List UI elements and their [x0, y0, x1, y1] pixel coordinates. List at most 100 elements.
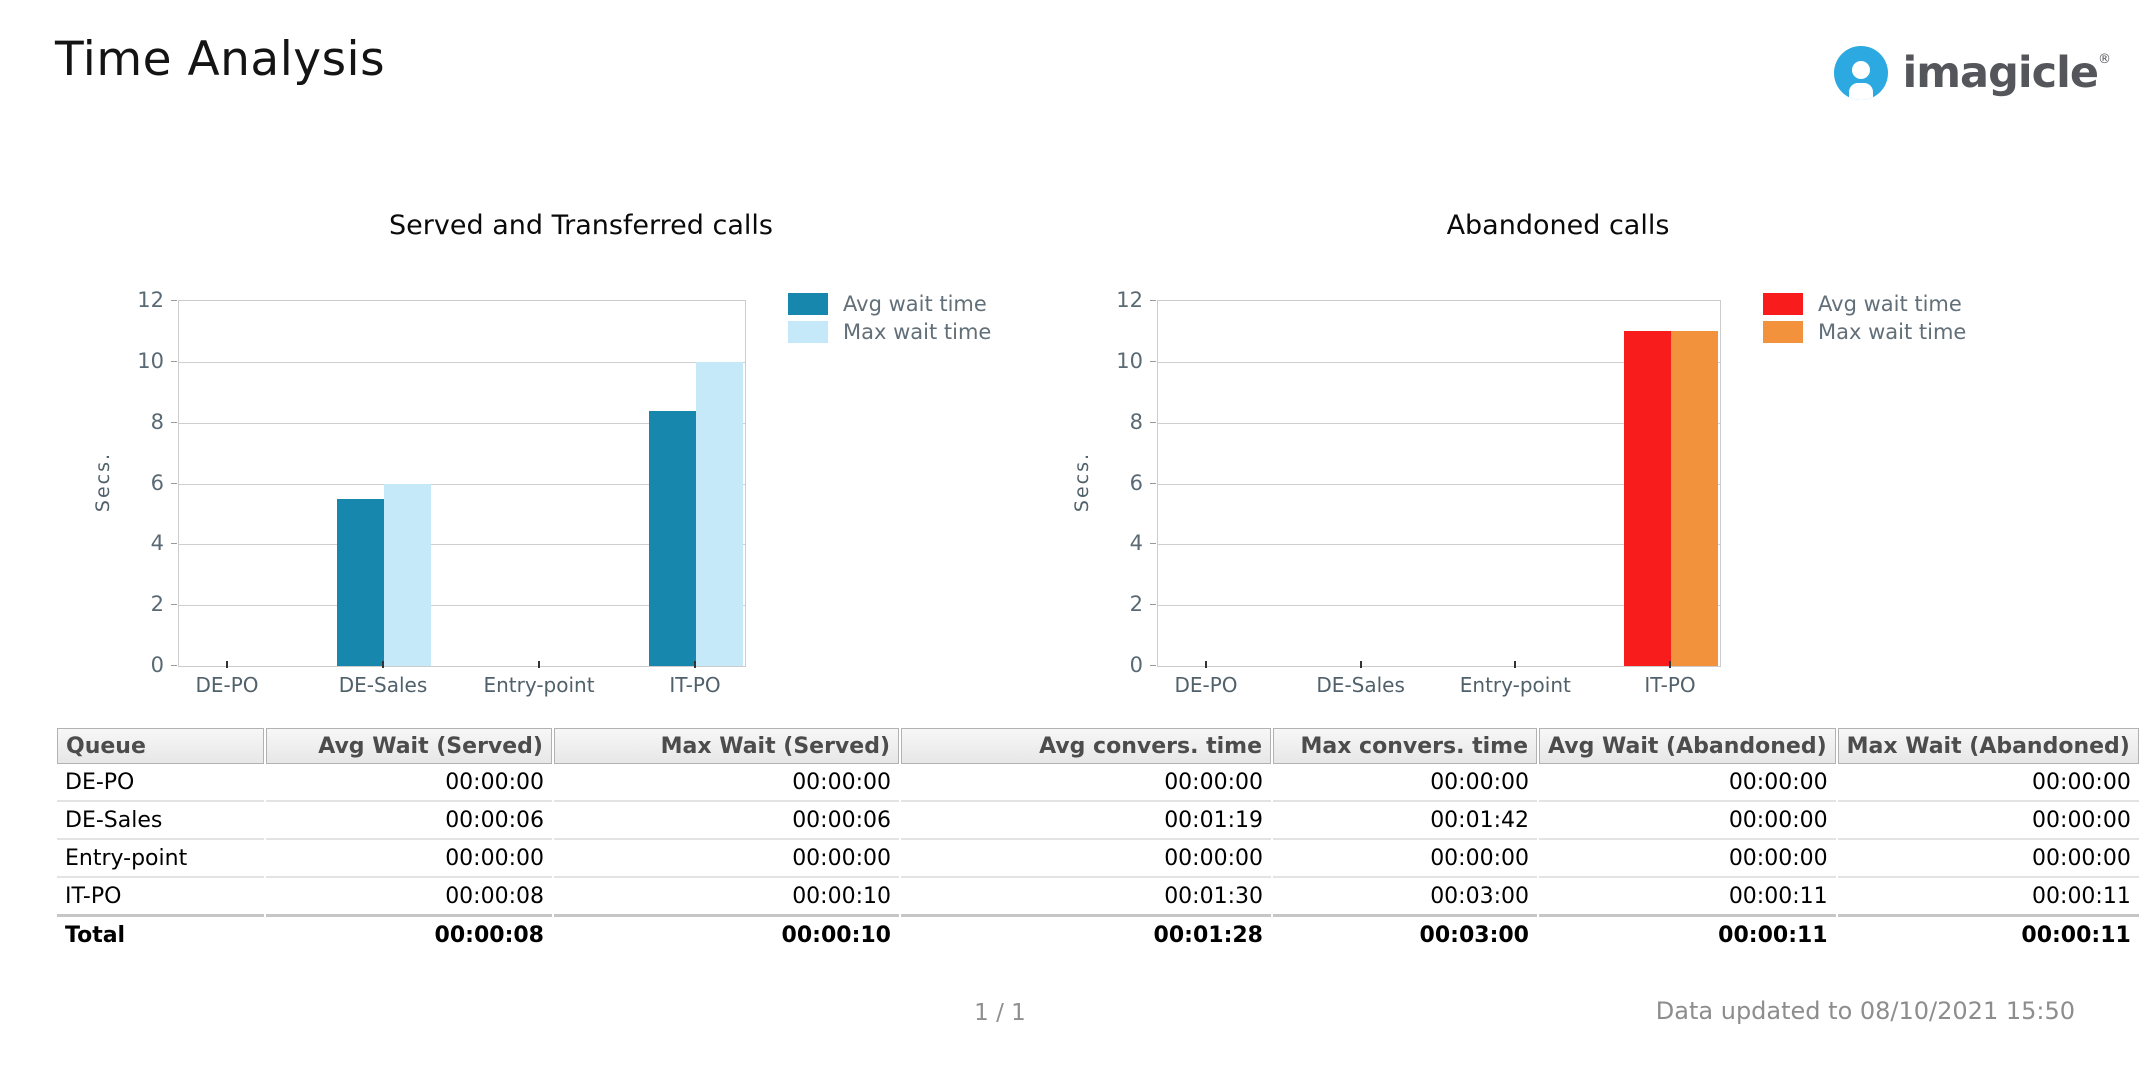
legend-item-avg-wait-time: Avg wait time — [1763, 292, 1966, 316]
imagicle-logo-icon — [1833, 46, 1888, 100]
x-category-label: Entry-point — [483, 673, 595, 697]
x-axis-tick — [538, 661, 540, 668]
chart-legend: Avg wait time Max wait time — [788, 292, 991, 344]
table-cell: 00:00:11 — [1837, 917, 2139, 953]
table-cell: 00:00:11 — [1539, 917, 1836, 953]
table-cell: 00:00:00 — [1539, 764, 1836, 802]
y-axis-tick — [1150, 360, 1156, 362]
x-axis-tick — [694, 661, 696, 668]
avg-wait-time-swatch-icon — [1763, 293, 1803, 315]
table-cell: Entry-point — [57, 840, 264, 878]
table-row-entry-point: Entry-point 00:00:00 00:00:00 00:00:00 00:00… — [57, 840, 2139, 878]
queue-times-table: Queue Avg Wait (Served) Max Wait (Served) A… — [55, 728, 2141, 953]
y-tick-label: 12 — [137, 288, 164, 312]
table-cell: Total — [57, 917, 264, 953]
gridline — [1158, 422, 1720, 424]
table-cell: 00:00:00 — [1837, 802, 2139, 840]
x-category-label: IT-PO — [669, 673, 721, 697]
y-tick-label: 4 — [1129, 531, 1143, 556]
table-row-de-sales: DE-Sales 00:00:06 00:00:06 00:01:19 00:01:42… — [57, 802, 2139, 840]
table-cell: 00:00:11 — [1539, 878, 1836, 917]
x-category-label: DE-Sales — [338, 673, 428, 697]
logo-person-body — [1848, 83, 1873, 100]
y-axis-tick — [171, 604, 177, 606]
x-axis-tick — [1205, 661, 1207, 668]
table-cell: 00:00:08 — [266, 917, 552, 953]
bar-avg-wait-time-it-po — [1624, 331, 1671, 666]
gridline — [1158, 361, 1720, 363]
gridline — [179, 361, 745, 363]
x-axis-tick — [382, 661, 384, 668]
registered-mark: ® — [2098, 52, 2111, 67]
y-axis-tick — [1150, 482, 1156, 484]
max-wait-time-swatch-icon — [788, 321, 828, 343]
legend-label: Avg wait time — [1818, 292, 1962, 316]
gridline — [179, 605, 745, 607]
legend-label: Avg wait time — [843, 292, 987, 316]
y-tick-label: 6 — [150, 470, 164, 495]
logo-person-head — [1851, 61, 1870, 79]
y-tick-label: 12 — [1116, 288, 1143, 312]
table-cell: 00:00:10 — [554, 917, 899, 953]
table-cell: 00:00:10 — [554, 878, 899, 917]
table-cell: 00:01:42 — [1273, 802, 1537, 840]
gridline — [179, 544, 745, 546]
chart-title: Abandoned calls — [1446, 210, 1670, 241]
chart-plot-area — [178, 300, 746, 667]
data-updated-label: Data updated to 08/10/2021 15:50 — [1655, 997, 2075, 1025]
bar-avg-wait-time-it-po — [649, 410, 696, 666]
y-axis-tick — [171, 360, 177, 362]
y-axis-tick — [1150, 543, 1156, 545]
y-axis-label: Secs. — [92, 451, 115, 512]
served-transferred-calls-chart: Served and Transferred calls 0 2 4 6 8 10 12 Sec… — [92, 150, 991, 697]
bar-max-wait-time-it-po — [1671, 331, 1718, 666]
table-cell: 00:00:08 — [266, 878, 552, 917]
y-tick-label: 8 — [150, 409, 164, 434]
y-tick-label: 6 — [1129, 470, 1143, 495]
table-cell: 00:01:28 — [901, 917, 1271, 953]
legend-item-avg-wait-time: Avg wait time — [788, 292, 991, 316]
table-cell: 00:00:00 — [1273, 764, 1537, 802]
y-tick-label: 8 — [1129, 409, 1143, 434]
avg-wait-time-swatch-icon — [788, 293, 828, 315]
legend-label: Max wait time — [843, 320, 992, 344]
table-cell: 00:01:19 — [901, 802, 1271, 840]
table-cell: 00:00:00 — [554, 764, 899, 802]
legend-label: Max wait time — [1818, 320, 1967, 344]
x-category-label: DE-Sales — [1316, 673, 1405, 697]
y-tick-label: 10 — [137, 348, 164, 373]
y-tick-label: 10 — [1116, 348, 1143, 373]
logo-brand-text: imagicle® — [1902, 48, 2111, 98]
gridline — [1158, 483, 1720, 485]
x-axis-tick — [1514, 661, 1517, 668]
legend-item-max-wait-time: Max wait time — [788, 320, 991, 344]
table-cell: 00:00:11 — [1837, 878, 2139, 917]
table-cell: 00:00:06 — [554, 802, 899, 840]
table-cell: 00:00:00 — [901, 840, 1271, 878]
table-cell: 00:00:00 — [1539, 840, 1836, 878]
table-cell: 00:00:00 — [1837, 840, 2139, 878]
table-cell: 00:00:00 — [266, 764, 552, 802]
gridline — [1158, 605, 1720, 607]
y-axis-tick — [1150, 300, 1156, 301]
y-axis-tick — [171, 665, 177, 666]
y-axis-tick — [171, 482, 177, 484]
abandoned-calls-chart: Abandoned calls 0 2 4 6 8 10 12 Secs. DE-PO DE-Sal… — [1071, 150, 1966, 697]
table-cell: 00:03:00 — [1273, 917, 1537, 953]
table-cell: DE-Sales — [57, 802, 264, 840]
page-indicator: 1 / 1 — [974, 1000, 1026, 1026]
table-cell: 00:00:00 — [554, 840, 899, 878]
x-category-label: IT-PO — [1644, 673, 1696, 697]
gridline — [179, 483, 745, 485]
y-axis-tick — [171, 543, 177, 545]
column-header-avg-wait-abandoned: Avg Wait (Abandoned) — [1539, 728, 1836, 764]
bar-max-wait-time-de-sales — [384, 483, 431, 666]
x-category-label: DE-PO — [195, 673, 259, 697]
column-header-max-wait-served: Max Wait (Served) — [554, 728, 899, 764]
table-cell: 00:00:00 — [1539, 802, 1836, 840]
bar-max-wait-time-it-po — [696, 361, 743, 666]
table-row-total: Total 00:00:08 00:00:10 00:01:28 00:03:00 00:… — [57, 917, 2139, 953]
y-axis-tick — [1150, 421, 1156, 423]
x-axis-tick — [1669, 661, 1671, 668]
column-header-queue: Queue — [57, 728, 264, 764]
